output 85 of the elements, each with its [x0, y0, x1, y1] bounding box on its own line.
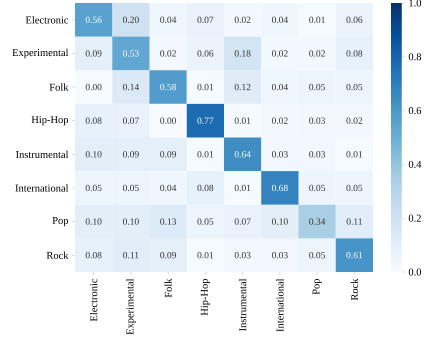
- data-label: 0.03: [309, 151, 326, 158]
- data-label: 0.06: [346, 16, 362, 24]
- data-label: 0.01: [346, 151, 362, 158]
- data-label: 0.13: [160, 218, 176, 225]
- data-label: 0.08: [346, 50, 362, 57]
- data-label: 0.77: [197, 117, 214, 124]
- data-label: 0.08: [86, 252, 102, 258]
- data-label: 0.01: [234, 117, 250, 124]
- y-tick-label: Pop: [52, 217, 68, 226]
- data-label: 0.12: [234, 84, 250, 90]
- data-label: 0.18: [234, 50, 251, 57]
- data-label: 0.03: [272, 252, 288, 258]
- data-label: 0.10: [122, 218, 139, 225]
- color-bar-label: 0.2: [408, 214, 421, 222]
- data-label: 0.05: [122, 184, 139, 192]
- data-label: 0.03: [272, 151, 288, 158]
- data-label: 0.04: [160, 184, 176, 192]
- x-tick-label: Pop: [312, 278, 322, 295]
- data-label: 0.68: [272, 184, 288, 192]
- data-label: 0.03: [309, 117, 326, 124]
- data-label: 0.02: [272, 50, 288, 57]
- data-label: 0.05: [346, 184, 362, 192]
- data-label: 0.04: [272, 16, 288, 24]
- data-label: 0.08: [86, 117, 102, 124]
- data-label: 0.53: [122, 50, 139, 57]
- data-label: 0.05: [346, 84, 362, 90]
- data-label: 0.07: [234, 218, 251, 225]
- data-label: 0.00: [160, 117, 176, 124]
- x-tick-label: Electronic: [90, 278, 98, 322]
- data-label: 0.05: [309, 184, 326, 192]
- x-tick-label: Folk: [164, 278, 172, 298]
- data-label: 0.05: [197, 218, 214, 225]
- data-label: 0.56: [86, 16, 102, 24]
- data-label: 0.34: [309, 218, 326, 225]
- y-tick-label: Folk: [50, 83, 68, 91]
- data-label: 0.06: [197, 50, 214, 57]
- data-label: 0.02: [160, 50, 176, 57]
- data-label: 0.58: [160, 84, 176, 90]
- data-label: 0.04: [272, 84, 288, 90]
- data-label: 0.09: [160, 252, 176, 258]
- y-tick-label: Rock: [46, 252, 68, 259]
- x-tick-label: Hip-Hop: [200, 278, 210, 316]
- y-tick-label: International: [15, 184, 68, 192]
- y-tick-label: Instrumental: [16, 150, 68, 158]
- data-label: 0.02: [272, 117, 288, 124]
- data-label: 0.11: [346, 218, 362, 225]
- data-label: 0.01: [197, 252, 214, 258]
- data-label: 0.07: [122, 117, 139, 124]
- data-label: 0.09: [160, 151, 176, 158]
- data-label: 0.00: [86, 84, 102, 90]
- data-label: 0.01: [197, 84, 214, 90]
- data-label: 0.01: [197, 151, 214, 158]
- data-label: 0.01: [234, 184, 250, 192]
- data-label: 0.07: [197, 16, 214, 24]
- data-label: 0.10: [86, 151, 102, 158]
- color-bar-label: 0.8: [408, 53, 422, 60]
- data-label: 0.64: [234, 151, 251, 158]
- x-tick-label: Instrumental: [238, 278, 246, 332]
- color-bar-label: 0.4: [408, 160, 422, 168]
- data-label: 0.61: [346, 252, 362, 258]
- data-label: 0.09: [122, 151, 139, 158]
- data-label: 0.05: [309, 84, 326, 90]
- x-tick-label: Rock: [350, 278, 358, 300]
- data-label: 0.11: [123, 252, 138, 258]
- y-tick-label: Electronic: [26, 16, 68, 24]
- x-tick-label: Experimental: [126, 278, 136, 335]
- y-tick-label: Experimental: [12, 48, 68, 58]
- data-label: 0.10: [272, 218, 288, 225]
- data-label: 0.05: [309, 252, 326, 258]
- data-label: 0.01: [309, 16, 325, 24]
- data-label: 0.02: [234, 16, 250, 24]
- data-label: 0.09: [86, 50, 102, 57]
- data-label: 0.02: [346, 117, 362, 124]
- data-label: 0.03: [234, 252, 251, 258]
- color-bar-label: 0.6: [408, 107, 422, 114]
- y-tick-label: Hip-Hop: [32, 116, 68, 126]
- data-label: 0.04: [160, 16, 176, 24]
- data-label: 0.10: [86, 218, 102, 225]
- x-tick-label: International: [276, 278, 284, 332]
- data-label: 0.14: [122, 84, 140, 90]
- data-label: 0.05: [86, 184, 102, 192]
- data-label: 0.20: [122, 16, 139, 24]
- data-label: 0.08: [197, 184, 214, 192]
- color-bar-label: 0.0: [408, 268, 422, 276]
- data-label: 0.02: [309, 50, 325, 57]
